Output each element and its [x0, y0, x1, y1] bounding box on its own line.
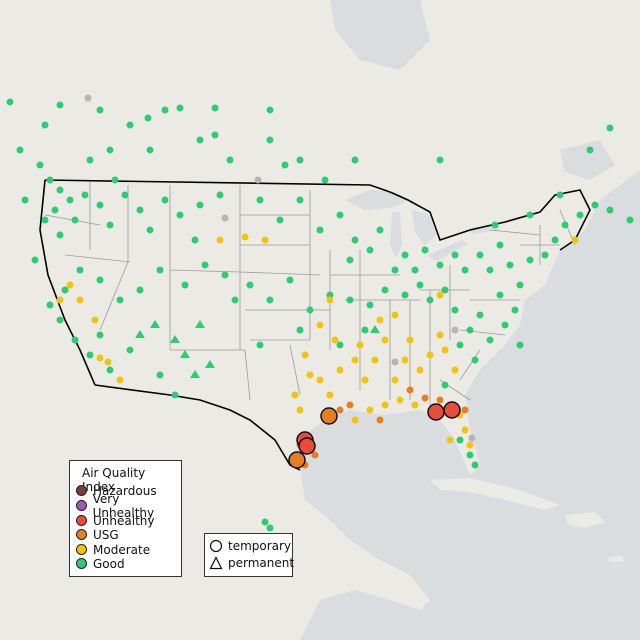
legend-item-unhealthy: Unhealthy [76, 513, 154, 528]
circle-icon [209, 539, 223, 553]
hudson-bay-edge [330, 0, 430, 70]
good-swatch [76, 558, 87, 569]
legend-item-temporary: temporary [209, 538, 291, 554]
lake-michigan [390, 212, 402, 258]
legend-item-usg: USG [76, 527, 119, 542]
aqi-legend: Air Quality Index Hazardous Very Unhealt… [69, 460, 182, 577]
legend-item-good: Good [76, 556, 125, 571]
legend-title: Air Quality Index [82, 466, 146, 494]
type-label: permanent [228, 556, 295, 570]
legend-label: Very Unhealthy [92, 491, 155, 520]
good-aqi-sites [6, 98, 634, 532]
legend-item-permanent: permanent [209, 555, 294, 571]
legend-label: USG [93, 527, 119, 542]
legend-item-hazardous: Hazardous [76, 483, 157, 498]
unhealthy-site-texas-2 [298, 437, 316, 455]
very-unhealthy-swatch [76, 500, 87, 511]
hazardous-swatch [76, 485, 87, 496]
lake-superior [345, 190, 410, 210]
legend-label: Good [93, 556, 125, 571]
site-type-legend: temporary permanent [204, 533, 294, 577]
moderate-swatch [76, 544, 87, 555]
lake-huron [412, 210, 436, 245]
legend-label: Moderate [93, 542, 151, 557]
legend-label: Hazardous [93, 483, 157, 498]
unhealthy-site-florida-1 [427, 403, 445, 421]
type-label: temporary [228, 539, 292, 553]
usg-site-texas-south [288, 451, 306, 469]
legend-label: Unhealthy [93, 513, 155, 528]
usg-swatch [76, 529, 87, 540]
unhealthy-swatch [76, 515, 87, 526]
lake-erie [428, 240, 468, 262]
legend-item-very-unhealthy: Very Unhealthy [76, 492, 181, 520]
usg-site-texas-coast [320, 407, 338, 425]
gulf-st-lawrence [560, 140, 615, 180]
large-sites [288, 401, 461, 469]
no-data-sites [84, 94, 476, 442]
puerto-rico-island [608, 556, 624, 562]
triangle-icon [209, 556, 223, 570]
cuba-island [430, 478, 560, 510]
legend-item-moderate: Moderate [76, 542, 150, 557]
hispaniola-island [565, 512, 605, 528]
unhealthy-site-florida-2 [443, 401, 461, 419]
